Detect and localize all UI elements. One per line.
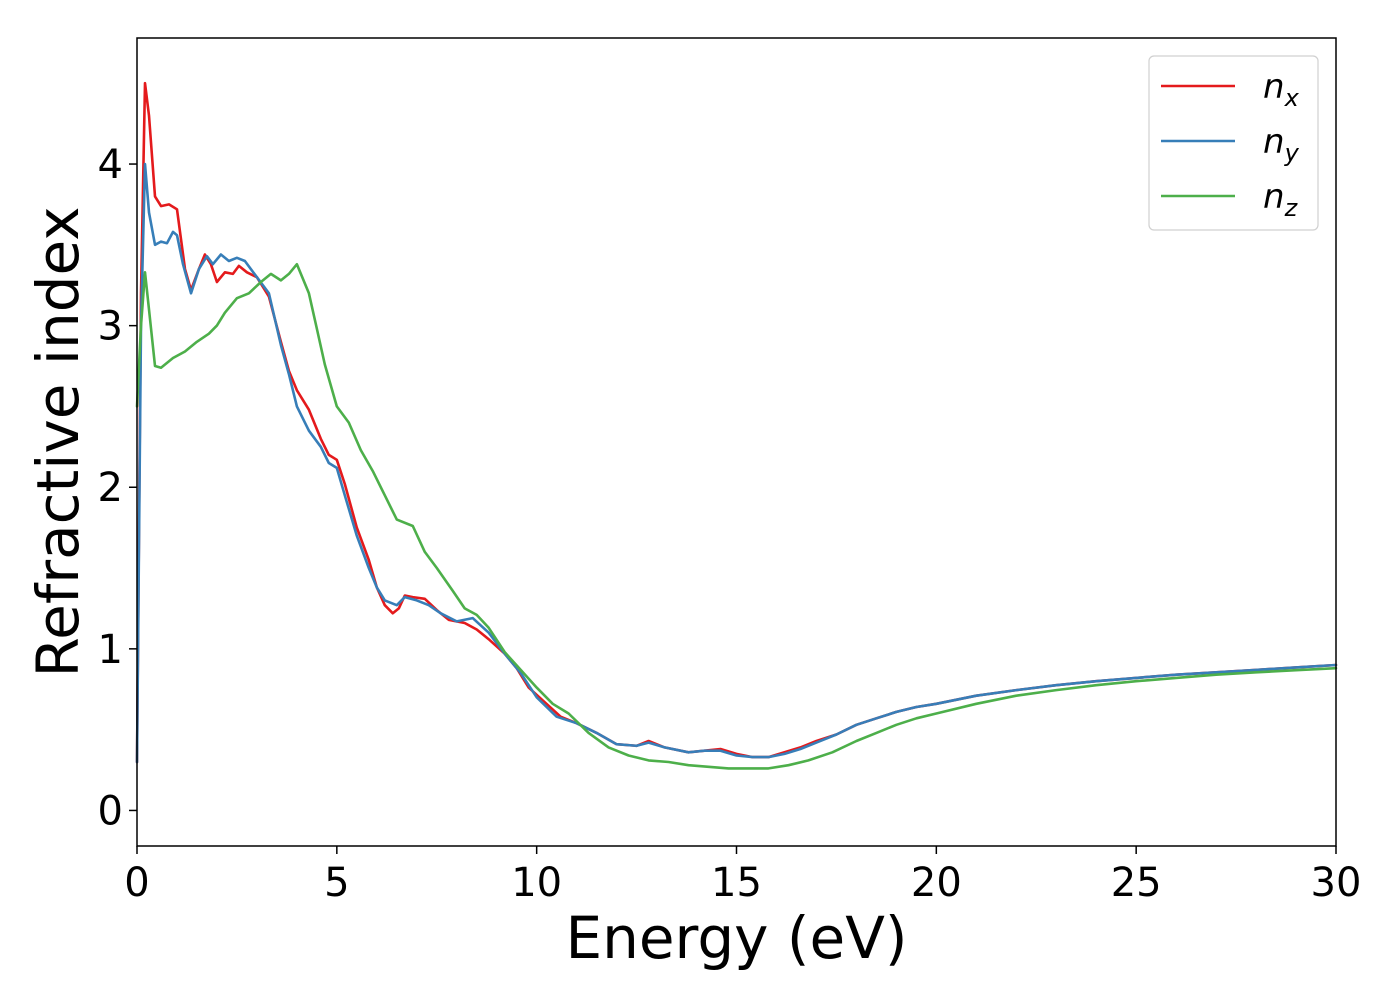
x-axis-title: Energy (eV) <box>565 904 907 972</box>
series-line-nz <box>135 262 1338 770</box>
x-tick-label: 5 <box>324 860 349 906</box>
y-tick-label: 4 <box>98 142 123 188</box>
legend-box <box>1148 55 1319 231</box>
y-axis-title: Refractive index <box>24 206 92 677</box>
y-tick-label: 3 <box>98 304 123 350</box>
x-tick-label: 20 <box>911 860 962 906</box>
y-tick-label: 0 <box>98 788 123 834</box>
x-tick-label: 25 <box>1111 860 1162 906</box>
series-line-ny <box>135 162 1338 764</box>
legend-entry-ny: ny <box>1263 122 1300 167</box>
y-axis-ticks: 0 1 2 3 4 <box>98 142 137 834</box>
y-tick-label: 2 <box>98 465 123 511</box>
x-tick-label: 30 <box>1311 860 1362 906</box>
x-axis-ticks: 0 5 10 15 20 25 30 <box>124 846 1361 906</box>
legend-entry-nz: nz <box>1263 177 1299 222</box>
legend: nx ny nz <box>1148 55 1319 231</box>
x-tick-label: 0 <box>124 860 149 906</box>
series-layer <box>135 81 1338 770</box>
x-tick-label: 10 <box>511 860 562 906</box>
y-tick-label: 1 <box>98 627 123 673</box>
x-tick-label: 15 <box>711 860 762 906</box>
legend-entry-nx: nx <box>1263 67 1300 112</box>
